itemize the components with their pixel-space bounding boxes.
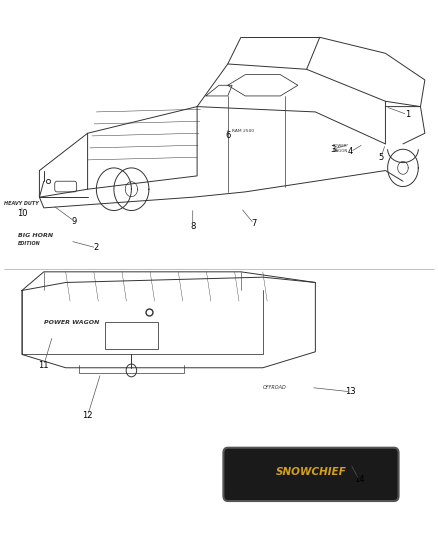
- Text: SNOWCHIEF: SNOWCHIEF: [276, 467, 346, 477]
- Text: OFFROAD: OFFROAD: [263, 385, 286, 390]
- Text: HEAVY DUTY: HEAVY DUTY: [4, 201, 39, 206]
- Text: 7: 7: [251, 220, 257, 228]
- Text: WAGON: WAGON: [333, 149, 348, 153]
- Text: 5: 5: [378, 153, 384, 161]
- Text: RAM 2500: RAM 2500: [232, 128, 254, 133]
- FancyBboxPatch shape: [55, 181, 77, 192]
- Text: 13: 13: [345, 387, 356, 396]
- Text: 1: 1: [405, 110, 410, 119]
- Text: 14: 14: [354, 475, 364, 484]
- Text: BIG HORN: BIG HORN: [18, 233, 53, 238]
- Text: 12: 12: [82, 411, 93, 420]
- Text: 11: 11: [39, 361, 49, 369]
- Text: 10: 10: [17, 209, 27, 217]
- Text: 2: 2: [94, 244, 99, 252]
- Text: 4: 4: [348, 148, 353, 156]
- Text: EDITION: EDITION: [18, 241, 40, 246]
- Text: 6: 6: [225, 132, 230, 140]
- Circle shape: [126, 364, 137, 377]
- Bar: [105, 322, 158, 349]
- FancyBboxPatch shape: [223, 448, 399, 501]
- Text: 9: 9: [72, 217, 77, 225]
- Text: 3: 3: [330, 145, 336, 154]
- Text: POWER: POWER: [333, 143, 347, 148]
- Text: POWER WAGON: POWER WAGON: [44, 319, 99, 325]
- Text: 8: 8: [190, 222, 195, 231]
